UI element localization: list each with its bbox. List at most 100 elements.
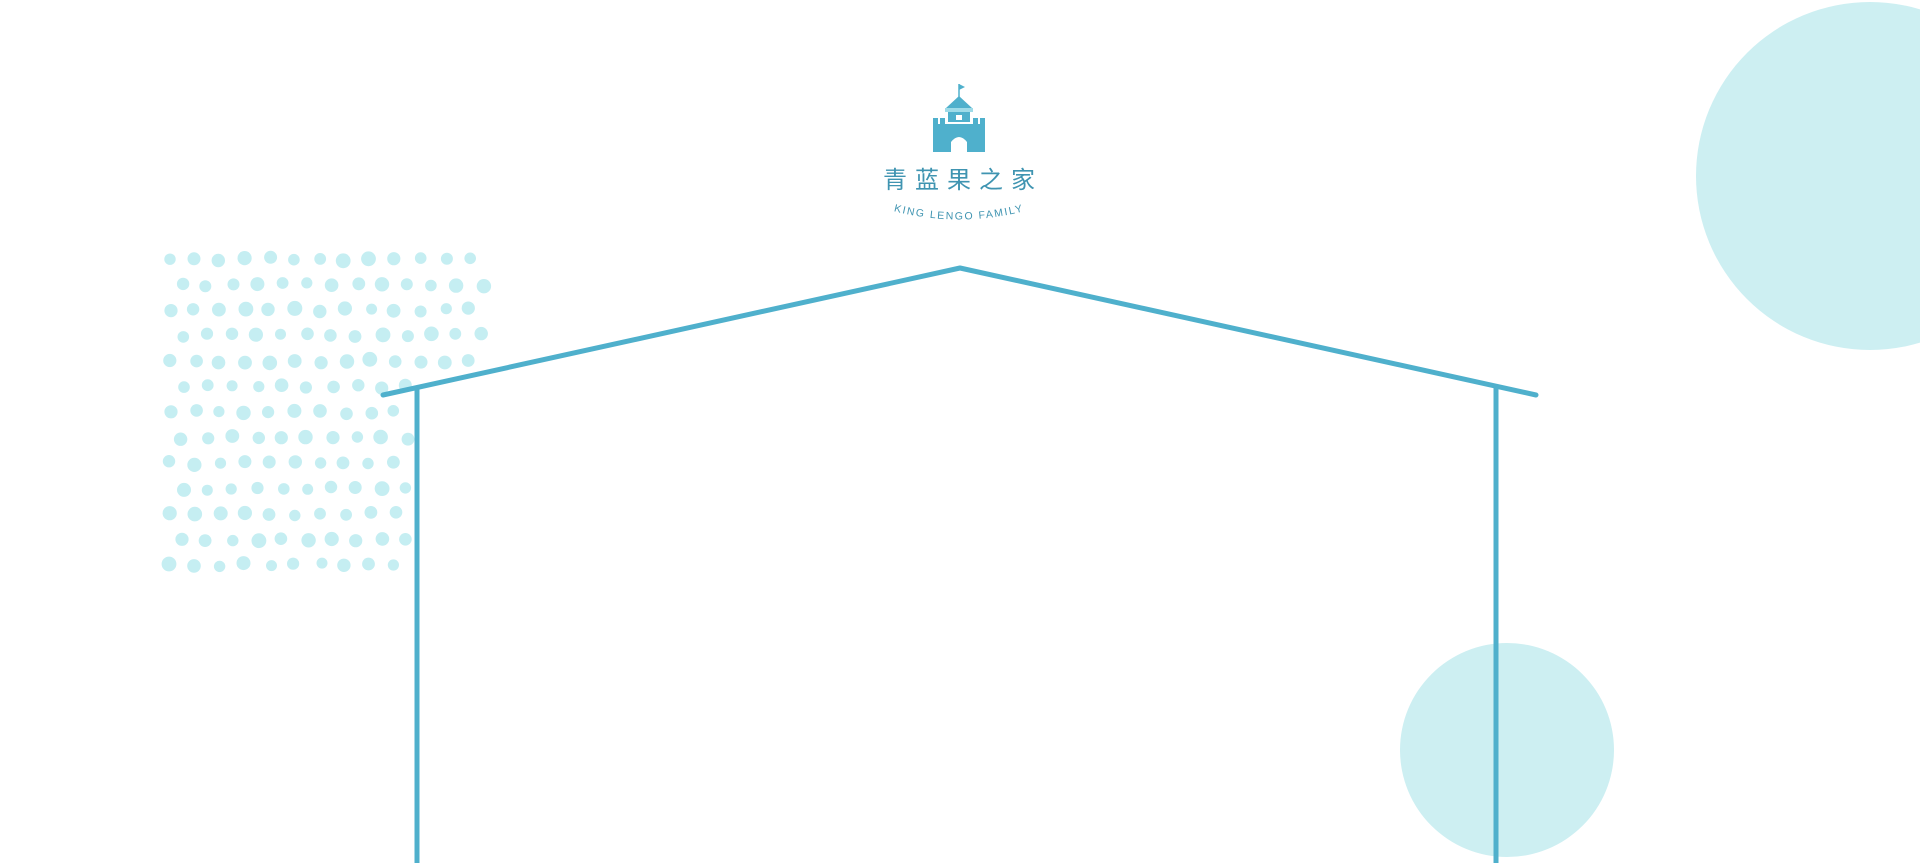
decorative-dot xyxy=(302,483,314,495)
decorative-dot xyxy=(226,380,238,392)
decorative-dot xyxy=(316,557,328,569)
decorative-dot xyxy=(324,329,337,342)
decorative-dot xyxy=(364,506,378,519)
decorative-dot xyxy=(449,327,462,340)
decorative-dot xyxy=(213,506,228,521)
decorative-dot xyxy=(225,327,239,340)
decorative-dot xyxy=(389,506,403,519)
decorative-dot xyxy=(276,277,289,289)
decorative-dot xyxy=(190,354,203,368)
decorative-dot xyxy=(251,481,264,495)
decorative-dot xyxy=(201,484,213,496)
decorative-dot xyxy=(424,326,439,342)
decorative-dot xyxy=(237,251,252,266)
decorative-dot xyxy=(238,355,252,370)
decorative-dot xyxy=(162,455,176,468)
decorative-dot xyxy=(324,278,339,293)
decorative-dot xyxy=(362,351,378,367)
decorative-dot xyxy=(324,531,339,547)
brand-name-chinese: 青蓝果之家 xyxy=(883,166,1043,194)
bottom-right-decorative-circle xyxy=(1400,643,1614,857)
decorative-dot xyxy=(198,534,212,547)
brand-name-english: KING LENGO FAMILY xyxy=(893,202,1024,222)
decorative-dot xyxy=(187,559,201,573)
decorative-dot xyxy=(298,429,313,445)
decorative-dot xyxy=(248,327,263,342)
decorative-dot xyxy=(340,508,352,521)
decorative-dot xyxy=(476,279,492,294)
brand-name-english-text: KING LENGO FAMILY xyxy=(893,202,1024,222)
decorative-dot xyxy=(401,432,415,446)
decorative-dot xyxy=(201,379,214,392)
decorative-dot xyxy=(202,432,215,445)
decorative-dot xyxy=(440,252,453,265)
decorative-dot xyxy=(163,353,177,368)
decorative-dot xyxy=(324,480,338,494)
decorative-dot xyxy=(362,457,374,470)
decorative-dot xyxy=(352,277,366,291)
decorative-dot xyxy=(301,327,314,341)
decorative-dot xyxy=(262,508,276,521)
decorative-dot xyxy=(274,431,288,445)
decorative-dot xyxy=(337,301,352,316)
decorative-dot xyxy=(351,431,364,443)
decorative-dot xyxy=(227,278,240,291)
decorative-dot xyxy=(366,303,378,315)
decorative-dot xyxy=(250,277,265,292)
decorative-dot xyxy=(211,253,225,268)
castle-icon xyxy=(933,84,985,152)
decorative-dot xyxy=(327,380,340,394)
decorative-dot xyxy=(288,455,302,469)
decorative-dot xyxy=(387,252,401,266)
decorative-dot xyxy=(461,301,475,315)
decorative-dot xyxy=(301,533,316,548)
decorative-dot xyxy=(399,533,412,546)
decorative-dot xyxy=(287,403,302,418)
decorative-dot xyxy=(162,506,177,521)
decorative-dot xyxy=(287,354,302,368)
decorative-dot xyxy=(161,556,177,572)
decorative-dot xyxy=(313,304,327,319)
decorative-dot xyxy=(187,252,201,266)
decorative-dot xyxy=(361,251,376,267)
decorative-dot xyxy=(314,356,328,370)
decorative-dot xyxy=(425,279,437,292)
decorative-dot xyxy=(349,534,363,548)
top-right-decorative-circle xyxy=(1696,2,1920,350)
decorative-dot xyxy=(212,302,226,317)
decorative-dot xyxy=(186,303,200,316)
decorative-dot xyxy=(373,429,388,445)
decorative-dot xyxy=(440,303,452,315)
decorative-dot xyxy=(348,481,362,494)
decorative-dot xyxy=(299,381,312,394)
dot-pattern xyxy=(161,250,492,573)
decorative-dot xyxy=(374,277,390,292)
decorative-dot xyxy=(374,481,390,496)
decorative-dot xyxy=(225,483,237,495)
decorative-dot xyxy=(261,302,275,317)
decorative-dot xyxy=(236,405,251,421)
decorative-dot xyxy=(387,559,399,571)
decorative-dot xyxy=(375,327,391,343)
decorative-dot xyxy=(237,505,252,521)
decorative-dot xyxy=(386,303,401,318)
decorative-dot xyxy=(214,457,227,469)
decorative-dot xyxy=(199,280,212,293)
decorative-dot xyxy=(278,483,290,495)
decorative-dot xyxy=(275,328,286,340)
decorative-dot xyxy=(190,404,203,417)
decorative-dot xyxy=(236,556,251,571)
decorative-dot xyxy=(253,381,265,393)
decorative-dot xyxy=(340,407,353,421)
decorative-dot xyxy=(399,482,412,494)
decorative-dot xyxy=(251,533,267,549)
decorative-dot xyxy=(266,560,277,572)
decorative-dot xyxy=(375,532,390,546)
decorative-dot xyxy=(177,482,191,497)
decorative-dot xyxy=(314,253,327,265)
decorative-dot xyxy=(388,355,402,368)
decorative-dot xyxy=(262,455,276,469)
decorative-dot xyxy=(387,405,400,417)
decorative-dot xyxy=(474,326,488,341)
decorative-dot xyxy=(287,300,303,316)
